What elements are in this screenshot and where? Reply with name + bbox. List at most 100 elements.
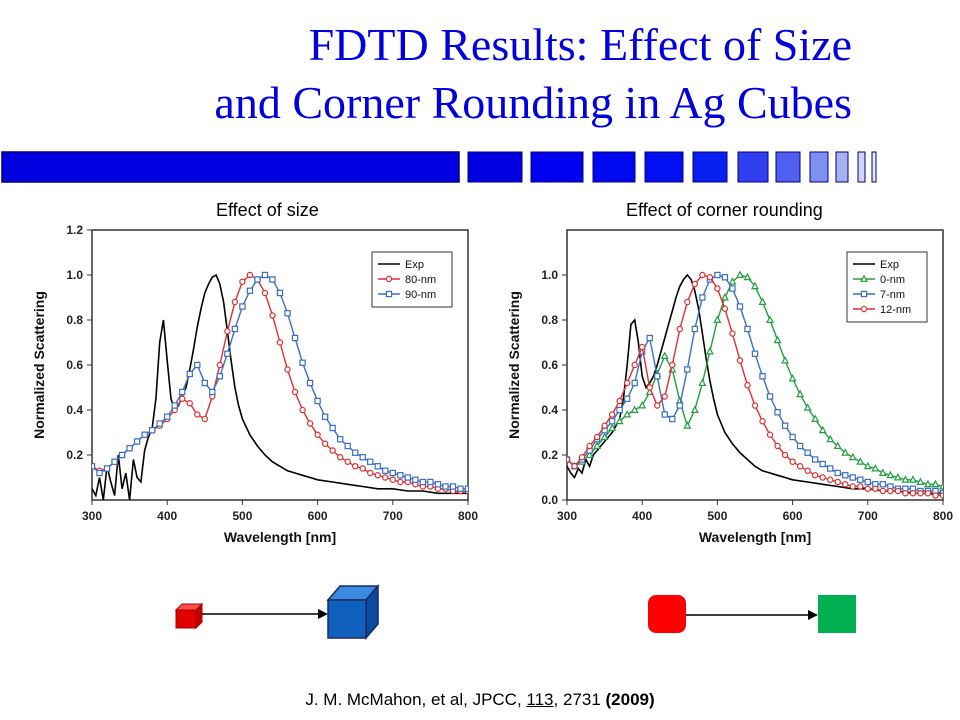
data-point <box>329 424 336 432</box>
data-point <box>239 278 246 285</box>
series-12-nm <box>567 271 943 499</box>
y-tick-label: 0.6 <box>66 358 83 372</box>
data-point <box>171 402 178 409</box>
data-point <box>103 465 111 472</box>
data-point <box>751 402 759 409</box>
data-point <box>879 481 887 488</box>
y-tick-label: 0.2 <box>66 448 83 462</box>
data-point <box>148 427 156 434</box>
data-point <box>669 415 676 423</box>
data-point <box>893 473 902 481</box>
data-point <box>593 433 601 441</box>
data-point <box>714 285 721 292</box>
data-point <box>699 294 706 301</box>
legend-label: 90-nm <box>405 289 436 301</box>
decorative-bar <box>1 151 877 183</box>
data-point <box>571 463 578 470</box>
data-point <box>773 335 782 344</box>
citation-volume: 113 <box>526 690 554 709</box>
data-point <box>616 397 623 405</box>
data-point <box>759 373 766 380</box>
data-point <box>585 450 594 458</box>
legend-label: 7-nm <box>880 289 905 301</box>
deco-block <box>467 151 523 183</box>
series-90-nm <box>92 271 468 492</box>
data-point <box>857 476 864 483</box>
series-7-nm <box>567 271 943 497</box>
x-axis-label: Wavelength [nm] <box>224 529 336 545</box>
data-point <box>714 271 721 279</box>
data-point <box>382 467 389 474</box>
data-point <box>276 289 284 297</box>
data-point <box>600 432 609 440</box>
data-point <box>879 487 887 495</box>
data-point <box>759 418 766 425</box>
data-point <box>676 325 683 333</box>
data-point <box>367 458 374 465</box>
data-point <box>397 472 404 479</box>
data-point <box>691 280 699 288</box>
data-point <box>781 356 790 364</box>
data-point <box>412 476 419 483</box>
data-point <box>164 413 171 420</box>
y-tick-label: 0.6 <box>541 358 558 372</box>
data-point <box>246 271 254 279</box>
y-tick-label: 1.0 <box>66 268 83 282</box>
data-point <box>705 347 714 355</box>
data-point <box>826 434 835 443</box>
data-point <box>766 393 774 400</box>
series-0-nm <box>567 270 943 490</box>
data-point <box>623 379 631 387</box>
data-point <box>863 461 872 470</box>
data-point <box>638 343 646 351</box>
data-point <box>352 463 359 470</box>
data-point <box>758 297 767 306</box>
data-point <box>691 325 699 333</box>
legend-label: Exp <box>405 259 424 271</box>
size-arrowhead <box>318 609 328 619</box>
data-point <box>827 465 834 472</box>
data-point <box>849 474 856 481</box>
data-point <box>796 442 804 450</box>
legend-marker <box>860 305 868 313</box>
slide-title: FDTD Results: Effect of Size and Corner … <box>92 16 852 132</box>
data-point <box>706 274 714 281</box>
x-tick-label: 500 <box>707 509 727 523</box>
data-point <box>111 458 118 465</box>
data-point <box>631 361 638 369</box>
x-tick-label: 800 <box>458 509 478 523</box>
data-point <box>901 475 910 483</box>
data-point <box>774 442 781 450</box>
data-point <box>871 464 880 472</box>
deco-block <box>530 151 584 183</box>
size-diagram <box>174 583 380 641</box>
data-point <box>284 366 291 373</box>
data-point <box>389 476 396 483</box>
legend-label: Exp <box>880 259 899 271</box>
data-point <box>179 395 186 402</box>
data-point <box>789 458 796 465</box>
data-point <box>464 485 468 492</box>
data-point <box>261 271 269 279</box>
data-point <box>608 411 616 418</box>
data-point <box>789 433 796 441</box>
data-point <box>449 483 457 490</box>
data-point <box>841 448 850 456</box>
data-point <box>661 393 668 400</box>
data-point <box>216 361 224 369</box>
sharp-cube-red-icon <box>648 595 686 633</box>
deco-block-main <box>1 151 460 183</box>
legend-marker <box>385 275 393 283</box>
data-point <box>329 447 336 454</box>
data-point <box>878 468 887 476</box>
data-point <box>804 467 811 474</box>
data-point <box>269 276 276 283</box>
data-point <box>848 452 857 461</box>
data-point <box>276 339 284 346</box>
data-point <box>284 310 291 317</box>
data-point <box>720 293 729 301</box>
data-point <box>646 334 653 342</box>
data-point <box>894 487 902 495</box>
deco-block <box>737 151 769 183</box>
data-point <box>269 312 276 319</box>
